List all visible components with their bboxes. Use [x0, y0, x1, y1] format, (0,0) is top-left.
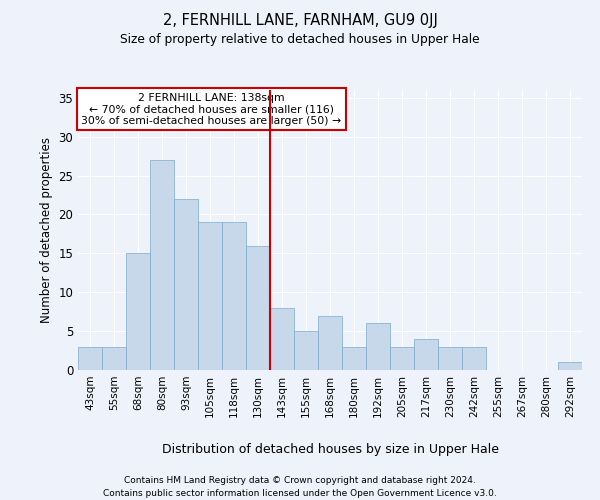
Bar	[198, 222, 222, 370]
Bar	[174, 199, 198, 370]
Bar	[390, 346, 414, 370]
Bar	[366, 324, 390, 370]
Bar	[438, 346, 462, 370]
Text: 2 FERNHILL LANE: 138sqm
← 70% of detached houses are smaller (116)
30% of semi-d: 2 FERNHILL LANE: 138sqm ← 70% of detache…	[82, 93, 341, 126]
Text: Contains public sector information licensed under the Open Government Licence v3: Contains public sector information licen…	[103, 489, 497, 498]
Bar	[246, 246, 270, 370]
Bar	[414, 339, 438, 370]
Bar	[294, 331, 318, 370]
Bar	[270, 308, 294, 370]
Bar	[78, 346, 102, 370]
Y-axis label: Number of detached properties: Number of detached properties	[40, 137, 53, 323]
Text: 2, FERNHILL LANE, FARNHAM, GU9 0JJ: 2, FERNHILL LANE, FARNHAM, GU9 0JJ	[163, 12, 437, 28]
Bar	[462, 346, 486, 370]
Bar	[150, 160, 174, 370]
Bar	[342, 346, 366, 370]
Bar	[126, 254, 150, 370]
Text: Distribution of detached houses by size in Upper Hale: Distribution of detached houses by size …	[161, 442, 499, 456]
Text: Size of property relative to detached houses in Upper Hale: Size of property relative to detached ho…	[120, 32, 480, 46]
Bar	[558, 362, 582, 370]
Bar	[222, 222, 246, 370]
Bar	[318, 316, 342, 370]
Text: Contains HM Land Registry data © Crown copyright and database right 2024.: Contains HM Land Registry data © Crown c…	[124, 476, 476, 485]
Bar	[102, 346, 126, 370]
